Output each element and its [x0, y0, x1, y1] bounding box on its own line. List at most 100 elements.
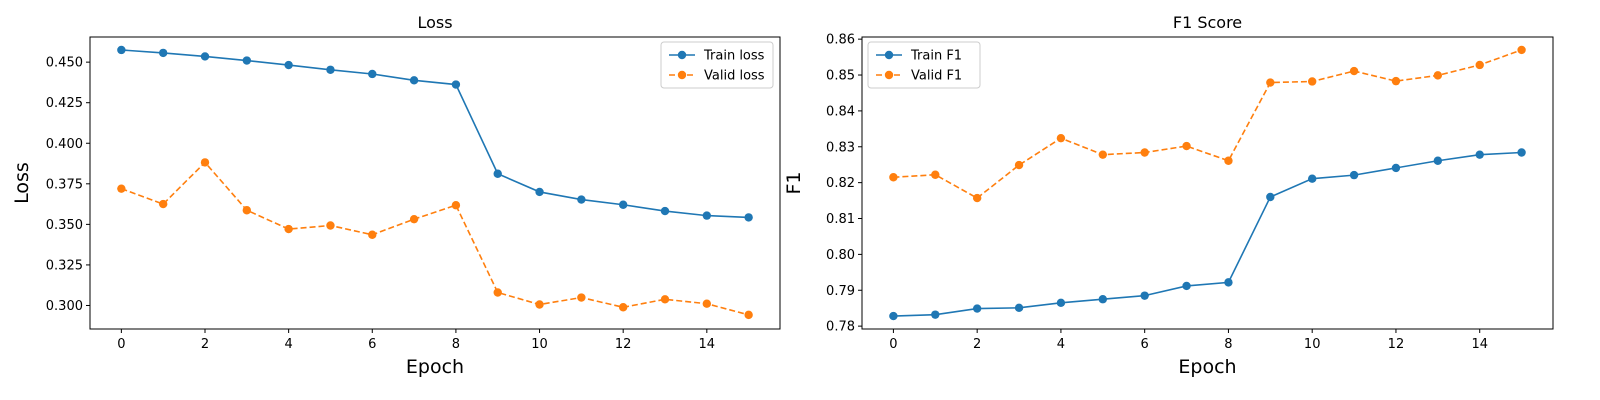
- loss-series-line-1: [121, 161, 749, 316]
- f1-point-1-11: [1349, 66, 1359, 76]
- loss-ytick-label: 0.300: [46, 299, 83, 314]
- f1-series-1: [889, 45, 1526, 203]
- f1-point-1-10: [1307, 77, 1317, 86]
- f1-ytick-label: 0.84: [826, 104, 855, 119]
- loss-point-0-6: [368, 69, 377, 79]
- loss-point-1-1: [158, 199, 168, 209]
- loss-point-0-14: [702, 211, 712, 220]
- loss-point-1-2: [200, 158, 210, 167]
- loss-xtick-label: 12: [615, 337, 632, 352]
- loss-point-1-11: [577, 293, 586, 302]
- f1-point-0-7: [1182, 281, 1191, 291]
- f1-xtick-label: 12: [1388, 337, 1405, 352]
- loss-point-0-10: [535, 187, 544, 197]
- loss-legend-marker-0: [677, 50, 687, 60]
- f1-ytick-label: 0.82: [826, 176, 855, 191]
- f1-point-0-9: [1266, 192, 1275, 202]
- loss-point-1-3: [242, 206, 252, 215]
- loss-point-1-6: [368, 230, 377, 239]
- loss-point-0-1: [158, 48, 168, 58]
- f1-xtick-label: 2: [973, 337, 981, 352]
- loss-yaxis-label: Loss: [11, 162, 33, 204]
- f1-legend-marker-1: [884, 70, 894, 80]
- loss-ytick-label: 0.425: [46, 96, 83, 111]
- loss-plot-frame: [89, 36, 781, 330]
- f1-ytick-label: 0.83: [826, 140, 855, 155]
- f1-ytick-label: 0.81: [826, 212, 855, 227]
- loss-series-line-0: [121, 49, 749, 219]
- loss-point-0-15: [744, 213, 753, 222]
- loss-legend-label-1: Valid loss: [704, 69, 765, 84]
- loss-xtick-label: 4: [284, 337, 292, 352]
- f1-xtick-label: 0: [889, 337, 897, 352]
- f1-point-1-9: [1266, 78, 1275, 87]
- f1-point-1-7: [1182, 141, 1191, 151]
- f1-ytick-label: 0.79: [826, 284, 855, 299]
- loss-point-1-9: [493, 288, 502, 297]
- loss-point-1-15: [744, 310, 753, 320]
- f1-point-1-4: [1056, 133, 1066, 143]
- f1-xtick-label: 8: [1224, 337, 1232, 352]
- loss-point-1-10: [535, 300, 544, 309]
- f1-xtick-label: 4: [1057, 337, 1065, 352]
- f1-point-0-1: [931, 310, 940, 319]
- loss-xaxis-label: Epoch: [406, 356, 464, 378]
- f1-point-1-13: [1433, 71, 1443, 80]
- loss-legend-marker-1: [677, 70, 687, 80]
- loss-point-0-3: [242, 56, 252, 65]
- f1-point-0-8: [1224, 278, 1233, 287]
- f1-point-0-13: [1433, 156, 1443, 165]
- loss-point-1-4: [284, 224, 293, 234]
- f1-ytick-label: 0.80: [826, 248, 855, 263]
- loss-point-0-11: [577, 195, 586, 204]
- f1-yaxis-label: F1: [783, 171, 805, 194]
- loss-legend-label-0: Train loss: [703, 49, 765, 64]
- f1-point-0-0: [889, 311, 898, 321]
- loss-point-1-7: [409, 214, 419, 224]
- loss-point-1-0: [117, 184, 126, 193]
- f1-xtick-label: 14: [1471, 337, 1488, 352]
- f1-point-1-3: [1014, 160, 1024, 170]
- loss-chart-title: Loss: [417, 13, 452, 32]
- f1-point-1-6: [1140, 148, 1149, 157]
- loss-legend-box: [660, 41, 774, 89]
- f1-ytick-label: 0.86: [826, 33, 855, 48]
- f1-legend-label-1: Valid F1: [911, 69, 962, 84]
- f1-point-0-14: [1475, 150, 1484, 159]
- f1-point-1-5: [1098, 150, 1108, 159]
- f1-xtick-label: 10: [1304, 337, 1321, 352]
- loss-point-0-9: [493, 169, 502, 178]
- loss-xtick-label: 8: [452, 337, 460, 352]
- loss-series-0: [117, 45, 753, 222]
- f1-point-1-15: [1517, 45, 1526, 55]
- f1-legend-label-0: Train F1: [910, 49, 962, 64]
- f1-chart: F1 Score 0 2 4 6 8 10 12 14 0.78 0.79 0.80 0.81 0.82 0…: [783, 13, 1554, 378]
- loss-point-0-2: [200, 52, 210, 61]
- f1-point-1-8: [1224, 156, 1233, 165]
- loss-point-0-5: [326, 65, 335, 74]
- loss-ytick-label: 0.450: [46, 56, 83, 71]
- loss-point-1-12: [618, 303, 628, 312]
- loss-ytick-label: 0.350: [46, 218, 83, 233]
- loss-xtick-label: 0: [117, 337, 125, 352]
- loss-point-1-5: [326, 221, 335, 230]
- loss-point-0-4: [284, 60, 293, 70]
- f1-xtick-label: 6: [1141, 337, 1149, 352]
- f1-point-1-14: [1475, 60, 1484, 70]
- f1-series-0: [889, 148, 1526, 321]
- loss-point-0-7: [409, 76, 419, 85]
- f1-xaxis-label: Epoch: [1178, 356, 1236, 378]
- loss-xtick-label: 14: [699, 337, 716, 352]
- f1-point-0-10: [1307, 174, 1317, 183]
- loss-xtick-label: 6: [368, 337, 376, 352]
- f1-point-0-6: [1140, 291, 1149, 300]
- loss-point-1-8: [451, 201, 461, 210]
- f1-point-1-2: [972, 193, 982, 203]
- loss-series-1: [117, 158, 753, 320]
- f1-point-0-2: [972, 304, 982, 313]
- f1-point-0-3: [1014, 303, 1024, 313]
- f1-legend: Train F1 Valid F1: [867, 41, 981, 89]
- f1-point-0-15: [1517, 148, 1526, 157]
- f1-point-1-1: [931, 170, 940, 179]
